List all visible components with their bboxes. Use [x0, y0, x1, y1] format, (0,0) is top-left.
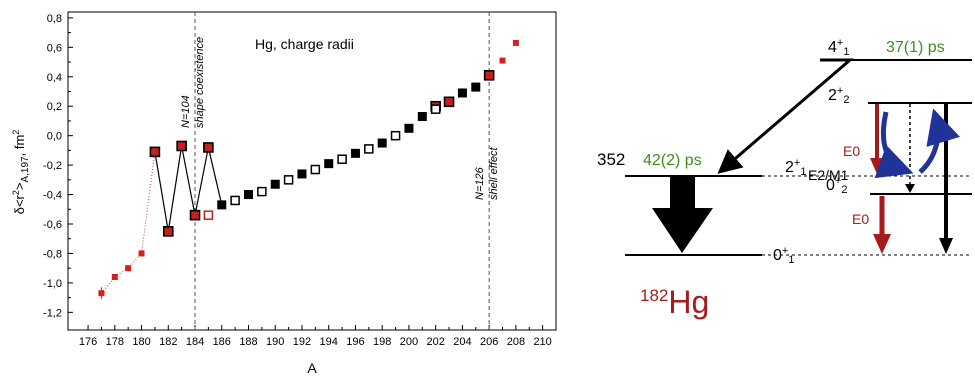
data-point: [297, 169, 307, 179]
x-tick-label: 196: [346, 336, 364, 348]
x-tick-label: 194: [320, 336, 338, 348]
plot-frame: [67, 11, 557, 331]
data-point: [310, 164, 321, 175]
y-tick-label: -0,4: [43, 190, 62, 202]
data-point: [162, 226, 174, 237]
x-tick-label: 206: [480, 336, 498, 348]
vline-label: N=126: [474, 166, 486, 200]
level-label-2plus1: 2+1: [785, 157, 806, 178]
data-point: [243, 190, 253, 200]
e2m1-curved-arrow-right: [918, 108, 960, 174]
x-tick-label: 176: [79, 336, 97, 348]
data-points: [98, 39, 519, 300]
energy-label-352: 352: [597, 150, 625, 169]
data-point: [512, 39, 519, 46]
data-point: [499, 57, 506, 64]
x-tick-label: 188: [239, 336, 257, 348]
vline-label: N=104: [180, 95, 192, 128]
lifetime-2plus1: 42(2) ps: [643, 152, 702, 169]
data-point: [138, 250, 145, 257]
data-point: [471, 82, 481, 92]
y-tick-label: -0,8: [43, 248, 62, 260]
data-point: [203, 142, 214, 153]
x-tick-label: 208: [507, 336, 525, 348]
x-tick-label: 190: [266, 336, 284, 348]
x-tick-label: 210: [533, 336, 551, 348]
e0-upper-label: E0: [843, 143, 860, 159]
nucleus-label: 182Hg: [640, 284, 709, 320]
vline-sublabel: shape coexistence: [194, 37, 206, 128]
x-tick-label: 178: [106, 336, 124, 348]
dashed-arrowhead: [905, 184, 915, 193]
y-axis-label: δ<r2>A,197, fm2: [11, 130, 31, 215]
transition-4plus1-to-2plus1-arrow: [717, 58, 855, 174]
x-tick-label: 182: [159, 336, 177, 348]
transition-2plus1-to-0plus1-arrow: [652, 176, 713, 253]
e0-upper-arrowhead: [870, 158, 884, 174]
data-point: [417, 112, 427, 122]
data-point: [364, 144, 374, 154]
transition-2plus2-arrowhead: [939, 238, 953, 254]
vline-sublabel: shell effect: [488, 146, 500, 200]
charge-radii-chart: 0,80,60,40,20,0-0,2-0,4-0,6-0,8-1,0-1,2 …: [11, 11, 557, 376]
y-tick-label: 0,0: [47, 131, 62, 143]
zigzag-connector: [154, 145, 223, 232]
e0-lower-arrowhead: [873, 234, 891, 254]
y-tick-label: 0,6: [47, 42, 62, 54]
y-axis-ticks: 0,8 0,6 0,4 0,2 0,0 -0,2 -0,4 -0,6 -0,8 -1,0 -1,2: [43, 13, 73, 319]
data-point: [111, 274, 118, 280]
level-label-4plus1: 4+1: [828, 37, 849, 58]
dotted-connector: [101, 151, 156, 294]
lifetime-4plus1: 37(1) ps: [886, 39, 945, 56]
e0-lower-label: E0: [852, 211, 869, 227]
data-point: [270, 179, 280, 189]
x-tick-label: 192: [293, 336, 311, 348]
y-tick-label: 0,2: [47, 101, 62, 113]
x-tick-label: 204: [453, 336, 471, 348]
data-point: [230, 195, 240, 206]
x-tick-label: 198: [373, 336, 391, 348]
data-point: [189, 209, 201, 221]
e2m1-curved-arrow-left: [874, 111, 914, 179]
data-point: [457, 88, 467, 98]
x-axis-ticks: 176 178 180 182 184 186 188 190 192 194 196 198 200 2…: [79, 325, 552, 348]
x-tick-label: 200: [400, 336, 418, 348]
data-point: [283, 175, 294, 185]
data-point: [324, 159, 334, 169]
level-label-0plus1: 0+1: [773, 245, 794, 266]
data-point: [404, 123, 414, 133]
data-point: [176, 140, 187, 152]
data-point: [430, 104, 441, 114]
reference-lines: N=104 shape coexistence N=126 shell effect: [180, 12, 500, 330]
y-tick-label: 0,4: [47, 72, 62, 84]
level-label-0plus2: 0+2: [826, 175, 847, 196]
level-scheme-diagram: 352 42(2) ps 37(1) ps E0 E2/M1 E0 4+1 2+…: [597, 37, 972, 320]
data-point: [337, 154, 347, 164]
y-tick-label: -1,0: [43, 278, 62, 290]
y-tick-label: 0,8: [47, 13, 62, 25]
data-point: [390, 130, 401, 141]
x-tick-label: 186: [213, 336, 231, 348]
y-tick-label: -0,6: [43, 219, 62, 231]
chart-title: Hg, charge radii: [255, 36, 354, 52]
data-point: [483, 70, 495, 81]
y-tick-label: -0,2: [43, 160, 62, 172]
data-point: [125, 265, 132, 272]
data-point: [443, 96, 455, 108]
data-point: [257, 186, 267, 197]
level-label-2plus2: 2+2: [828, 85, 849, 106]
x-tick-label: 180: [132, 336, 150, 348]
x-axis-label: A: [307, 360, 317, 376]
data-point: [203, 210, 214, 220]
connecting-lines: [101, 145, 223, 294]
data-point: [217, 200, 227, 210]
y-tick-label: -1,2: [43, 307, 62, 319]
data-point: [350, 148, 360, 158]
e2m1-label: E2/M1: [808, 167, 849, 183]
data-point: [149, 146, 161, 158]
data-point: [377, 138, 387, 148]
x-tick-label: 202: [426, 336, 444, 348]
x-tick-label: 184: [186, 336, 204, 348]
